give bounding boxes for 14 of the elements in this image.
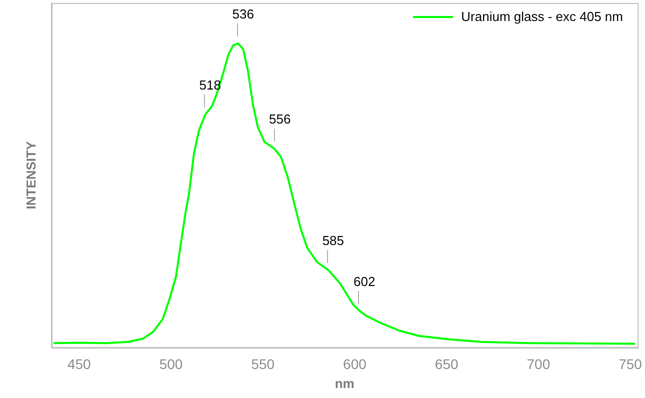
- x-tick-label: 550: [251, 356, 275, 372]
- annotation: 536: [232, 6, 254, 22]
- annotation: 556: [269, 112, 291, 127]
- x-axis-title: nm: [334, 376, 354, 391]
- x-tick-label: 600: [343, 356, 367, 372]
- annotation: 585: [322, 233, 344, 248]
- y-axis-title: INTENSITY: [23, 141, 38, 210]
- x-tick-label: 750: [618, 356, 642, 372]
- x-tick-label: 650: [434, 356, 458, 372]
- x-tick-label: 500: [159, 356, 183, 372]
- x-tick-label: 450: [67, 356, 92, 372]
- x-tick-label: 700: [526, 356, 550, 372]
- legend-label: Uranium glass - exc 405 nm: [461, 9, 623, 24]
- annotation: 602: [354, 274, 376, 290]
